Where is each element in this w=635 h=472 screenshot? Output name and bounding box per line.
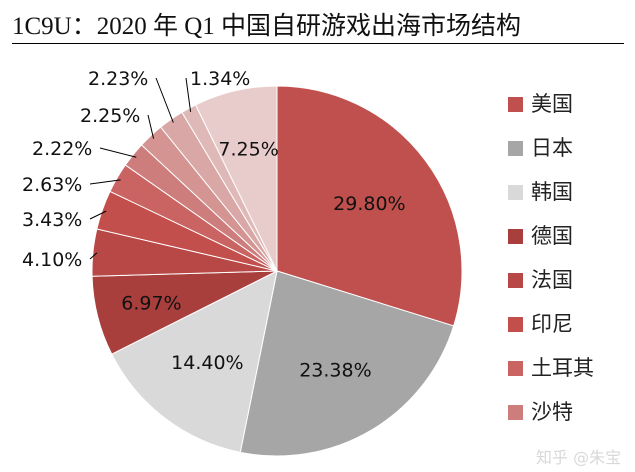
pie-slice [276, 85, 463, 327]
legend-swatch [508, 184, 523, 200]
slice-label: 2.25% [80, 105, 140, 127]
legend-item: 美国 [508, 82, 594, 126]
slice-label: 2.63% [22, 174, 82, 196]
legend: 美国日本韩国德国法国印尼土耳其沙特 [508, 82, 594, 434]
legend-label: 沙特 [531, 400, 573, 424]
legend-swatch [508, 360, 523, 376]
legend-swatch [508, 140, 523, 156]
slice-label: 3.43% [22, 209, 82, 231]
legend-label: 德国 [531, 224, 573, 248]
slice-label: 6.97% [121, 293, 181, 315]
legend-item: 法国 [508, 258, 594, 302]
leader-line [147, 114, 155, 139]
legend-swatch [508, 228, 523, 244]
slice-label: 2.22% [32, 138, 92, 160]
leader-line [89, 252, 98, 260]
leader-line [155, 77, 174, 123]
pie-slice [194, 85, 278, 272]
slice-label: 2.23% [88, 68, 148, 90]
legend-item: 德国 [508, 214, 594, 258]
slice-label: 23.38% [299, 360, 371, 382]
legend-swatch [508, 316, 523, 332]
legend-label: 韩国 [531, 180, 573, 204]
legend-item: 沙特 [508, 390, 594, 434]
leader-line [89, 210, 107, 220]
legend-label: 美国 [531, 92, 573, 116]
legend-swatch [508, 96, 523, 112]
slice-label: 4.10% [22, 249, 82, 271]
legend-item: 韩国 [508, 170, 594, 214]
leader-line [99, 147, 137, 158]
legend-label: 日本 [531, 136, 573, 160]
slice-label: 14.40% [171, 352, 243, 374]
title-rule [12, 43, 624, 44]
legend-label: 法国 [531, 268, 573, 292]
legend-label: 印尼 [531, 312, 573, 336]
leader-line [89, 179, 121, 185]
watermark: 知乎 @朱宝 [536, 448, 622, 467]
legend-swatch [508, 404, 523, 420]
legend-item: 土耳其 [508, 346, 594, 390]
legend-item: 日本 [508, 126, 594, 170]
leader-line [185, 77, 192, 113]
legend-label: 土耳其 [531, 356, 594, 380]
pie-slice [239, 270, 455, 457]
slice-label: 7.25% [218, 138, 278, 160]
pie-slice [111, 270, 278, 453]
legend-item: 印尼 [508, 302, 594, 346]
slice-label: 29.80% [333, 193, 405, 215]
legend-swatch [508, 272, 523, 288]
chart-title: 1C9U：2020 年 Q1 中国自研游戏出海市场结构 [12, 13, 522, 40]
slice-label: 1.34% [190, 68, 250, 90]
